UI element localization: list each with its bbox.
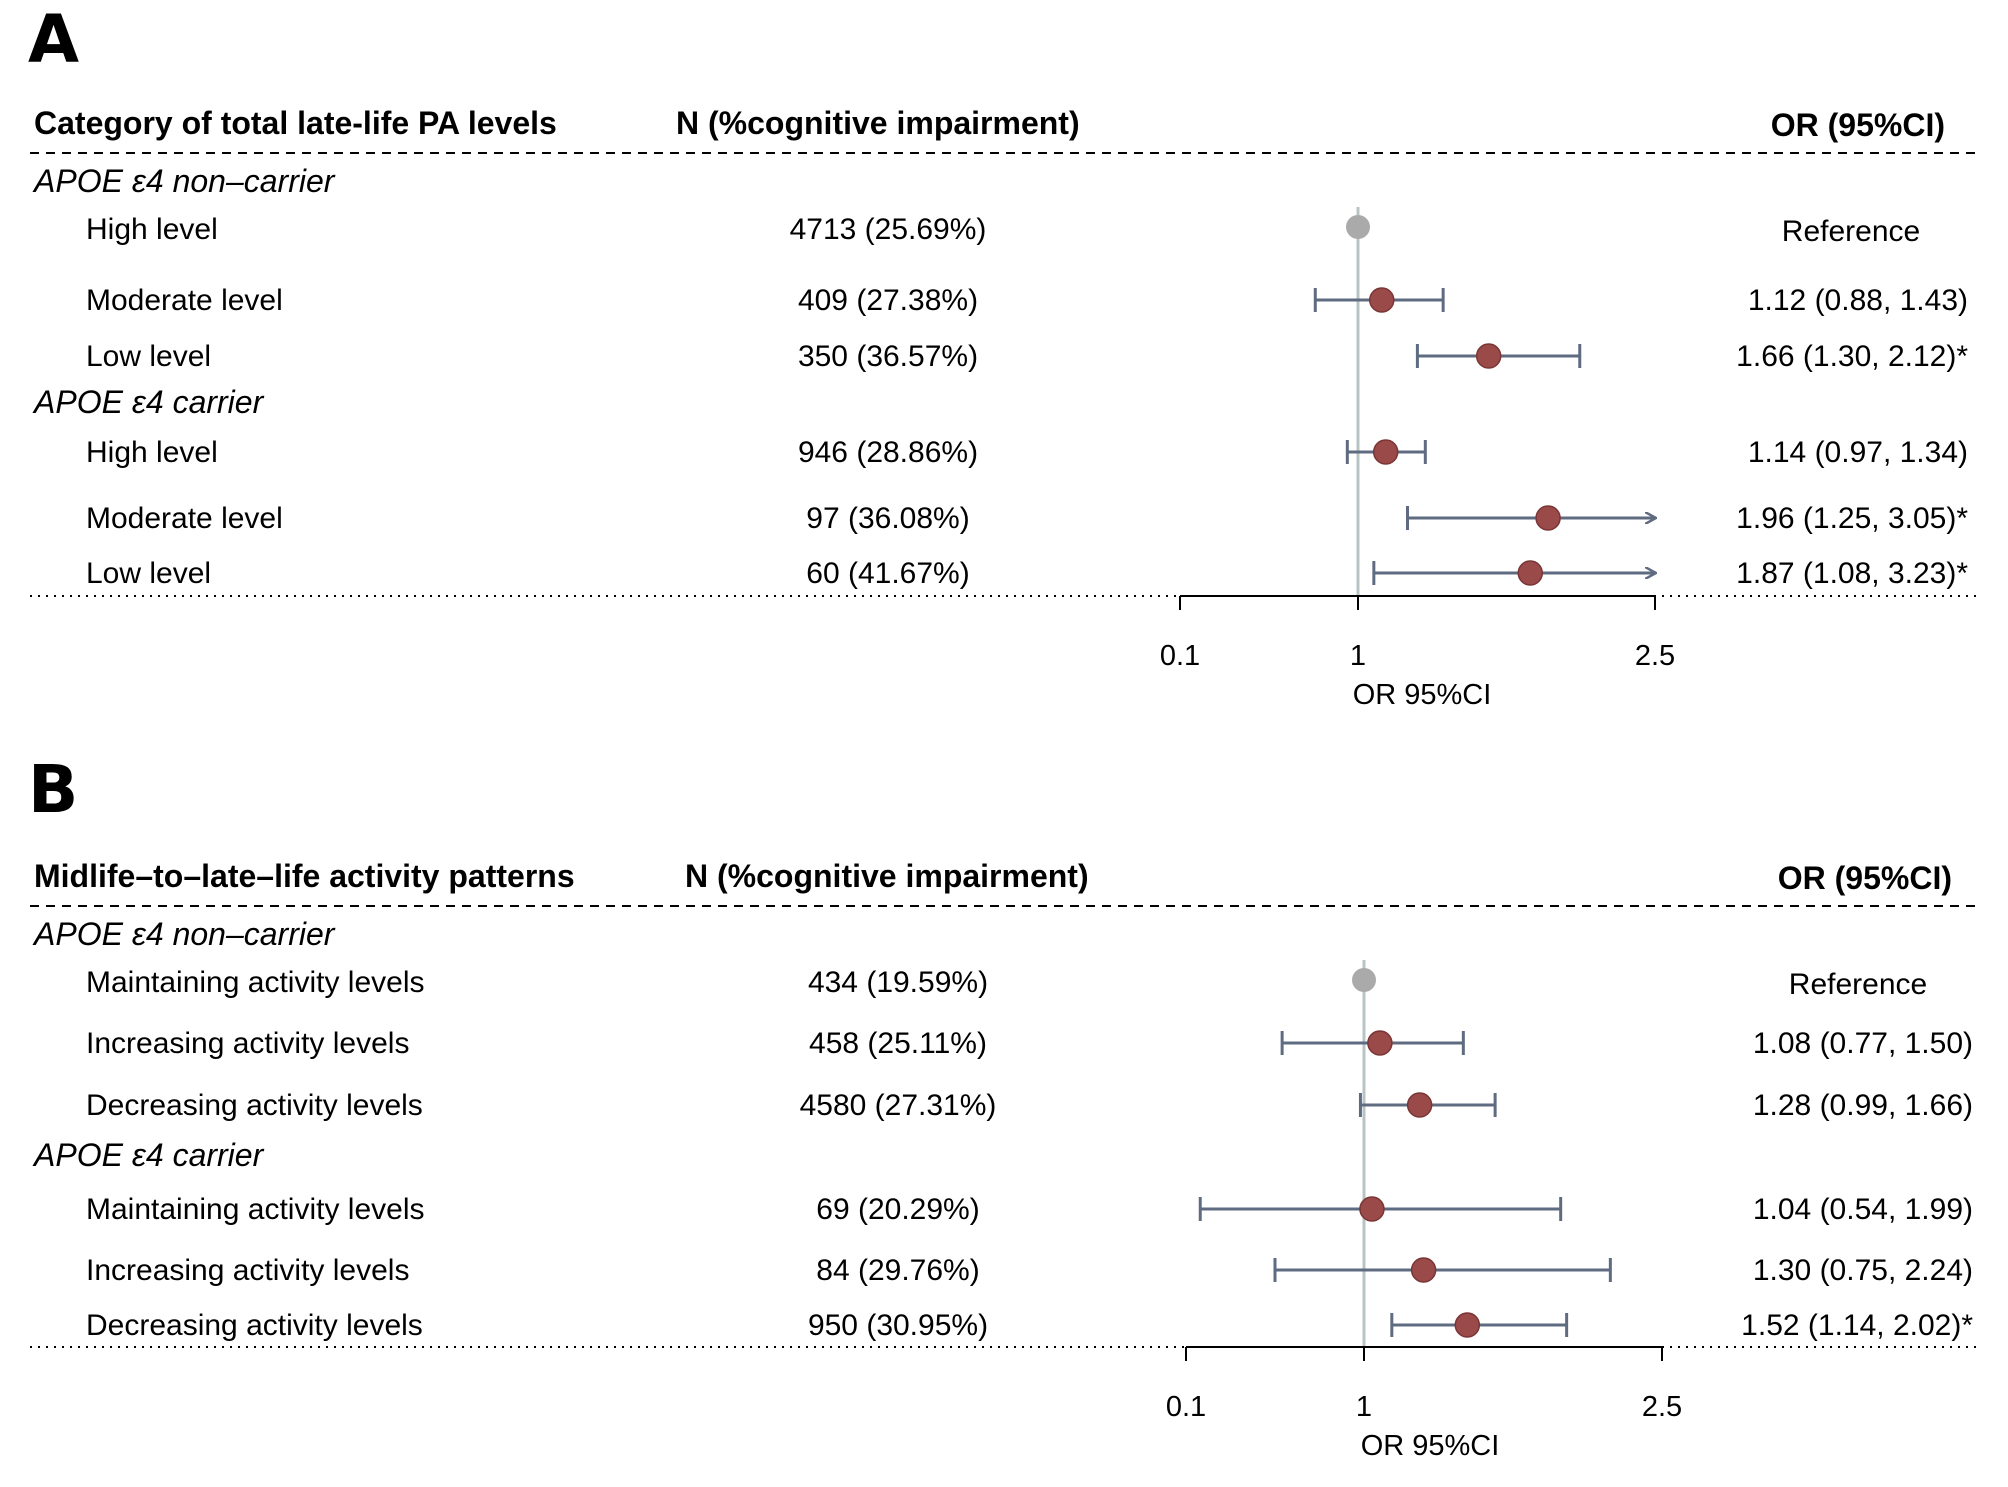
panel-b-or-point: [1367, 1030, 1393, 1056]
panel-b-n-value: 69 (20.29%): [816, 1193, 979, 1226]
panel-b-group-label: APOE ε4 non–carrier: [32, 916, 336, 952]
panel-b-row-label: Decreasing activity levels: [86, 1089, 423, 1122]
panel-a-n-value: 350 (36.57%): [798, 340, 978, 373]
panel-b-n-value: 4580 (27.31%): [800, 1089, 997, 1122]
panel-a-reference-point: [1346, 215, 1370, 239]
panel-b-or-value: 1.28 (0.99, 1.66): [1753, 1089, 1973, 1122]
panel-a-group-label: APOE ε4 carrier: [32, 384, 265, 420]
panel-a-title: Category of total late-life PA levels: [34, 105, 557, 141]
panel-a-x-tick-label: 1: [1350, 640, 1366, 672]
panel-letter-a: A: [28, 1, 79, 78]
panel-b-or-point: [1454, 1312, 1481, 1338]
panel-a-row-label: High level: [86, 436, 218, 469]
panel-a-row-label: Low level: [86, 557, 211, 590]
panel-a-n-value: 97 (36.08%): [806, 502, 969, 535]
panel-a-group-label: APOE ε4 non–carrier: [32, 163, 336, 199]
panel-a-or-value: 1.66 (1.30, 2.12)*: [1736, 340, 1968, 373]
panel-a-row-label: Moderate level: [86, 502, 283, 535]
panel-b-or-point: [1410, 1257, 1437, 1283]
panel-a-n-value: 409 (27.38%): [798, 284, 978, 317]
panel-b-or-point: [1359, 1196, 1385, 1222]
panel-a-or-value: 1.87 (1.08, 3.23)*: [1736, 557, 1968, 590]
panel-b-row-label: Maintaining activity levels: [86, 1193, 424, 1226]
panel-b-n-value: 950 (30.95%): [808, 1309, 988, 1342]
panel-b-or-value: 1.04 (0.54, 1.99): [1753, 1193, 1973, 1226]
panel-a-n-value: 4713 (25.69%): [790, 213, 987, 246]
panel-b-or-value: 1.08 (0.77, 1.50): [1753, 1027, 1973, 1060]
panel-a-or-point: [1369, 287, 1395, 313]
panel-b-x-tick-label: 0.1: [1166, 1391, 1206, 1423]
panel-b-x-tick-label: 1: [1356, 1391, 1372, 1423]
panel-letter-b: B: [28, 751, 78, 828]
panel-b-row-label: Decreasing activity levels: [86, 1309, 423, 1342]
panel-a-row-label: Moderate level: [86, 284, 283, 317]
panel-a-or-point: [1475, 343, 1502, 369]
panel-a-or-header: OR (95%CI): [1771, 107, 1945, 143]
panel-a-or-value: 1.12 (0.88, 1.43): [1748, 284, 1968, 317]
panel-b-n-value: 84 (29.76%): [816, 1254, 979, 1287]
panel-a-or-point: [1535, 505, 1561, 531]
panel-b-or-point: [1406, 1092, 1433, 1118]
panel-a-row-label: High level: [86, 213, 218, 246]
panel-a-row-label: Low level: [86, 340, 211, 373]
panel-a-n-value: 60 (41.67%): [806, 557, 969, 590]
panel-a-x-tick-label: 0.1: [1160, 640, 1200, 672]
panel-a-or-value: Reference: [1782, 215, 1920, 248]
panel-a-or-value: 1.96 (1.25, 3.05)*: [1736, 502, 1968, 535]
panel-b-or-header: OR (95%CI): [1778, 860, 1952, 896]
panel-b-n-value: 434 (19.59%): [808, 966, 988, 999]
panel-b-or-value: Reference: [1789, 968, 1927, 1001]
panel-b-x-tick-label: 2.5: [1642, 1391, 1682, 1423]
panel-a-n-value: 946 (28.86%): [798, 436, 978, 469]
panel-a-or-value: 1.14 (0.97, 1.34): [1748, 436, 1968, 469]
panel-a-or-point: [1372, 439, 1399, 465]
panel-b-x-axis-label: OR 95%CI: [1361, 1430, 1500, 1462]
panel-b-title: Midlife–to–late–life activity patterns: [34, 858, 575, 894]
panel-b-row-label: Maintaining activity levels: [86, 966, 424, 999]
panel-a-or-point: [1517, 560, 1544, 586]
panel-b-n-value: 458 (25.11%): [809, 1027, 987, 1060]
panel-b-or-value: 1.52 (1.14, 2.02)*: [1741, 1309, 1973, 1342]
panel-a-n-header: N (%cognitive impairment): [676, 105, 1080, 141]
panel-b-row-label: Increasing activity levels: [86, 1254, 409, 1287]
panel-b-reference-point: [1352, 968, 1376, 992]
panel-b-or-value: 1.30 (0.75, 2.24): [1753, 1254, 1973, 1287]
panel-a-x-tick-label: 2.5: [1635, 640, 1675, 672]
panel-b-row-label: Increasing activity levels: [86, 1027, 409, 1060]
panel-a-x-axis-label: OR 95%CI: [1353, 679, 1492, 711]
panel-b-group-label: APOE ε4 carrier: [32, 1137, 265, 1173]
panel-b-n-header: N (%cognitive impairment): [685, 858, 1089, 894]
